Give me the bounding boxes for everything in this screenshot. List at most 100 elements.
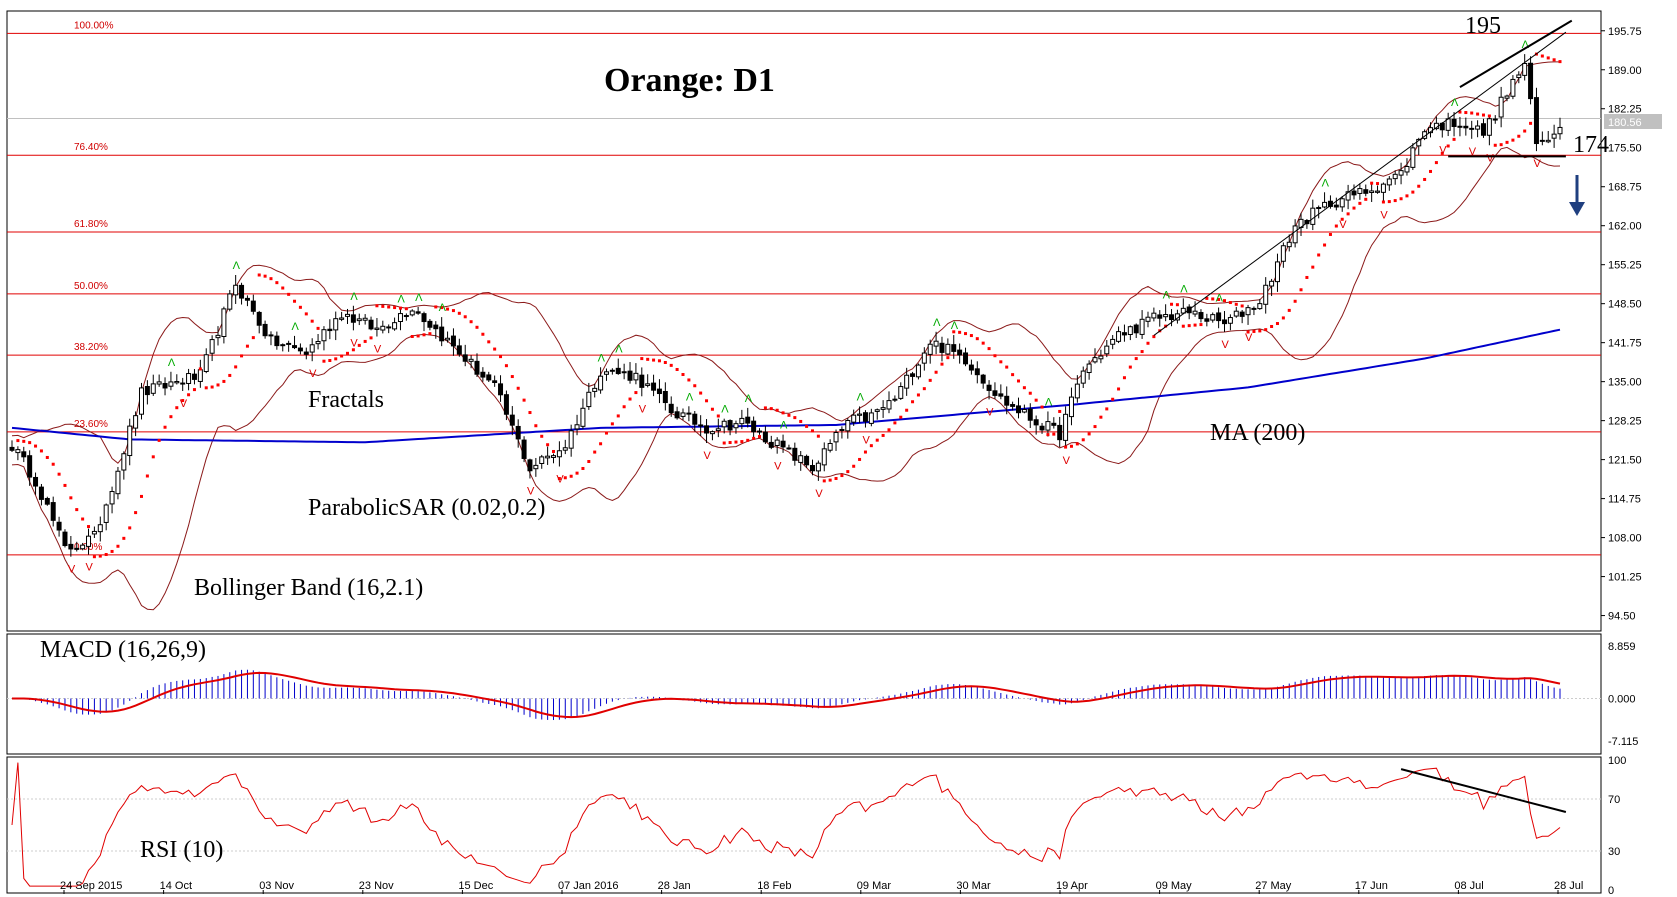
ma200-line xyxy=(11,328,1561,444)
sar-dot xyxy=(1399,197,1403,201)
candle-body xyxy=(880,407,886,410)
sar-dot xyxy=(1340,217,1344,221)
candle-body xyxy=(798,455,804,463)
sar-dot xyxy=(581,466,585,470)
sar-dot xyxy=(1128,365,1132,369)
candle-body xyxy=(1245,307,1251,316)
sar-dot xyxy=(1328,232,1332,236)
sar-dot xyxy=(540,434,544,438)
sar-dot xyxy=(1117,387,1121,391)
sar-dot xyxy=(110,549,114,553)
sar-dot xyxy=(1081,438,1085,442)
candle-body xyxy=(1210,314,1216,321)
candle-body xyxy=(1080,370,1086,384)
sar-dot xyxy=(334,357,338,361)
candle-body xyxy=(244,297,250,301)
candle-body xyxy=(74,547,80,550)
candle-body xyxy=(815,462,821,472)
candle-body xyxy=(1339,198,1345,208)
y-tick-label: 168.75 xyxy=(1608,182,1642,194)
sar-dot xyxy=(1381,200,1385,204)
sar-dot xyxy=(1240,304,1244,308)
sar-dot xyxy=(69,496,73,500)
sar-dot xyxy=(1270,324,1274,328)
down-arrow-icon xyxy=(1569,175,1585,216)
sar-dot xyxy=(16,439,20,443)
candle-body xyxy=(686,412,692,415)
candle-body xyxy=(968,364,974,371)
sar-dot xyxy=(916,393,920,397)
x-tick-label: 24 Sep 2015 xyxy=(60,880,122,892)
candle-body xyxy=(1345,191,1351,201)
candle-body xyxy=(1375,190,1381,193)
sar-dot xyxy=(716,414,720,418)
sar-dot xyxy=(799,419,803,423)
rsi-panel-frame xyxy=(6,756,1602,894)
candle-body xyxy=(409,310,415,316)
candle-body xyxy=(209,339,215,354)
sar-dot xyxy=(1111,397,1115,401)
candle-body xyxy=(545,455,551,459)
candle-body xyxy=(1145,316,1151,322)
candle-body xyxy=(286,342,292,345)
candle-body xyxy=(1545,139,1551,143)
macd-tick-label: -7.115 xyxy=(1608,736,1638,748)
candle-body xyxy=(274,335,280,347)
sar-dot xyxy=(287,292,291,296)
candle-body xyxy=(1039,425,1045,431)
candle-body xyxy=(1222,319,1228,325)
candle-body xyxy=(1322,201,1328,208)
x-tick-label: 07 Jan 2016 xyxy=(558,880,619,892)
candle-body xyxy=(633,372,639,381)
candle-body xyxy=(1263,284,1269,305)
candle-body xyxy=(998,393,1004,397)
sar-dot xyxy=(593,450,597,454)
candle-body xyxy=(721,420,727,428)
sar-dot xyxy=(1317,253,1321,257)
sar-dot xyxy=(1052,432,1056,436)
candle-body xyxy=(168,381,174,387)
sar-dot xyxy=(75,508,79,512)
sar-dot xyxy=(1370,181,1374,185)
sar-dot xyxy=(652,358,656,362)
candle-body xyxy=(886,400,892,410)
fractal-up-marker: Λ xyxy=(350,291,358,303)
fractal-down-marker: V xyxy=(86,562,94,574)
candle-body xyxy=(503,394,509,415)
sar-dot xyxy=(269,277,273,281)
candle-body xyxy=(651,382,657,391)
candle-body xyxy=(621,371,627,374)
candle-body xyxy=(103,504,109,523)
fractal-up-marker: Λ xyxy=(598,352,606,364)
candle-body xyxy=(215,334,221,339)
y-tick-label: 121.50 xyxy=(1608,455,1642,467)
fractals-label: Fractals xyxy=(308,387,384,413)
candle-body xyxy=(1204,318,1210,322)
candle-body xyxy=(386,326,392,329)
candle-body xyxy=(1139,318,1145,335)
sar-dot xyxy=(428,332,432,336)
sar-dot xyxy=(1364,197,1368,201)
sar-dot xyxy=(293,299,297,303)
sar-dot xyxy=(163,425,167,429)
candle-body xyxy=(945,343,951,355)
candle-body xyxy=(1216,312,1222,322)
fractal-up-marker: Λ xyxy=(1216,293,1224,305)
candle-body xyxy=(27,455,33,478)
sar-dot xyxy=(504,364,508,368)
candle-body xyxy=(50,502,56,521)
sar-dot xyxy=(728,441,732,445)
current-price-tag xyxy=(1604,114,1662,129)
x-tick-label: 03 Nov xyxy=(259,880,294,892)
candle-body xyxy=(433,324,439,330)
candle-body xyxy=(1380,183,1386,193)
candle-body xyxy=(127,425,133,457)
candle-body xyxy=(397,313,403,322)
sar-dot xyxy=(1405,194,1409,198)
resistance-label: 195 xyxy=(1465,13,1501,39)
candle-body xyxy=(751,420,757,433)
candle-body xyxy=(680,412,686,417)
sar-dot xyxy=(446,307,450,311)
candle-body xyxy=(556,450,562,458)
